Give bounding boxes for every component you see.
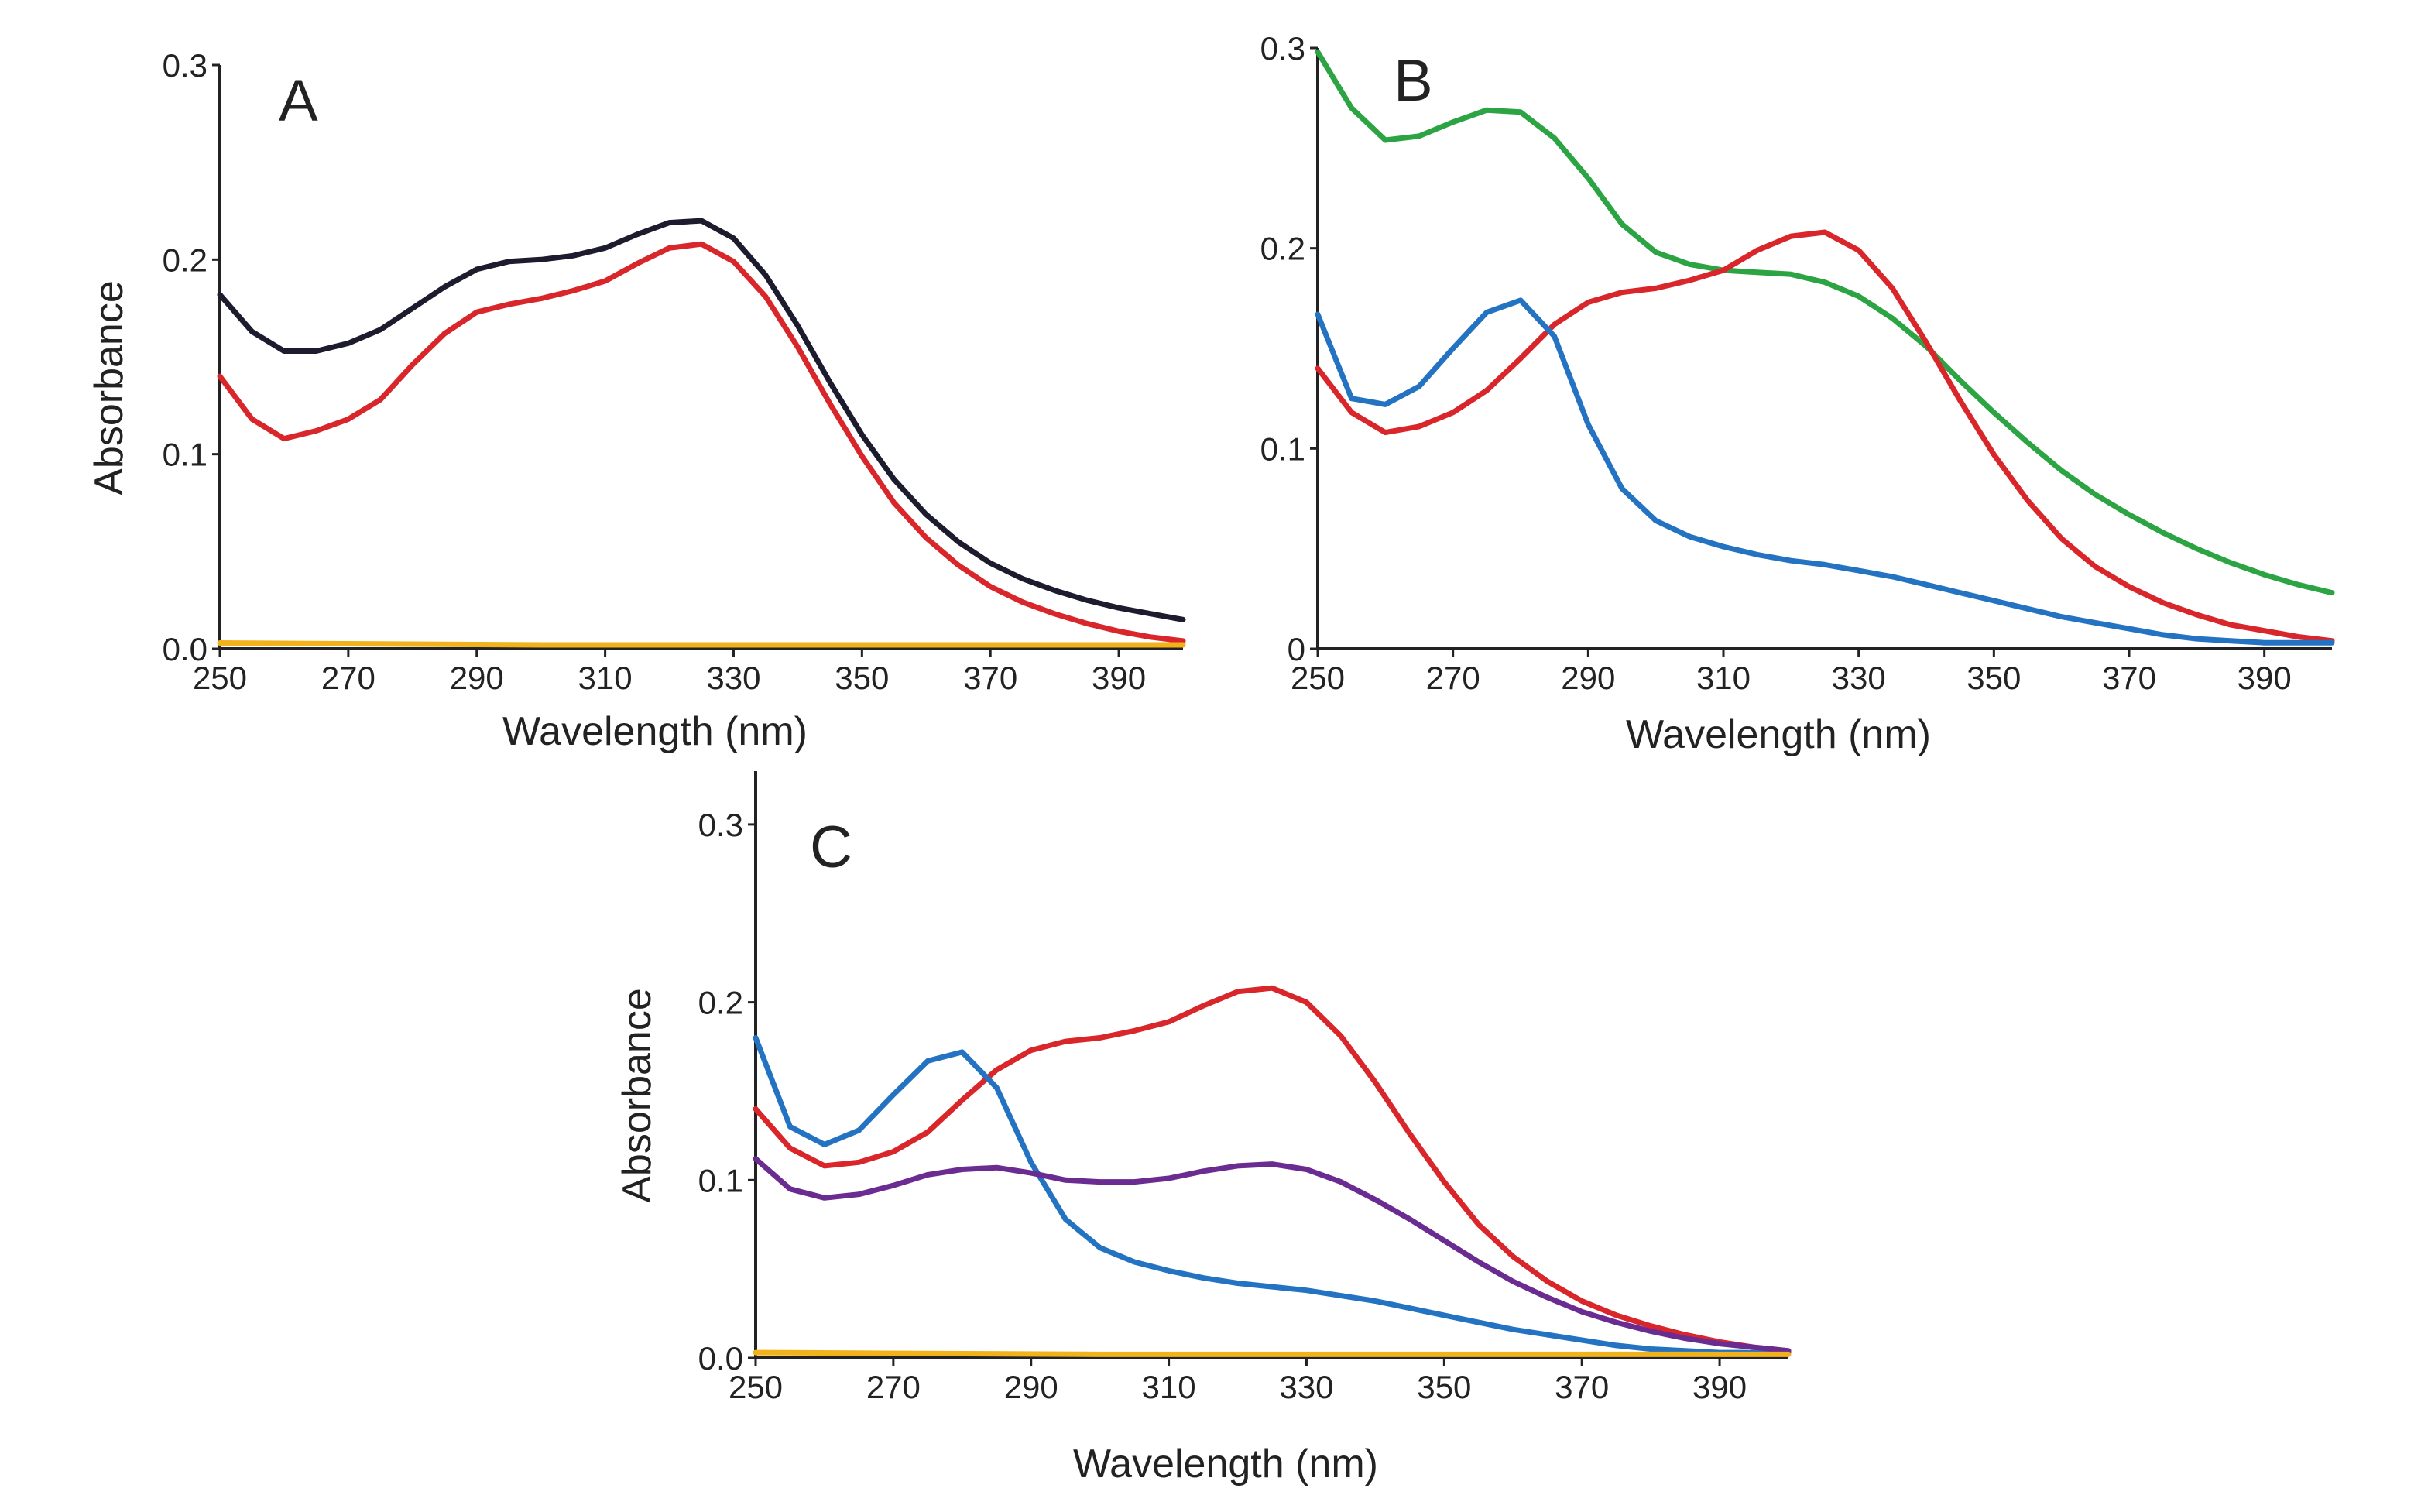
y-tick-label: 0.0 (163, 631, 207, 667)
x-tick-label: 390 (2238, 660, 2292, 696)
series-line-blue (1315, 297, 2335, 646)
panel-label: A (279, 68, 318, 134)
x-axis-title: Wavelength (nm) (502, 709, 808, 754)
y-tick-label: 0.0 (698, 1340, 743, 1377)
y-axis-title: Absorbance (615, 988, 660, 1203)
series-line-yellow (217, 640, 1186, 648)
chart-panel-a: 250 270 290 310 330 350 370 390 0.0 0.1 0.2 0.3 Wave… (87, 47, 1186, 754)
panel-label: C (810, 814, 852, 880)
y-tick-label: 0 (1288, 631, 1305, 667)
y-tick-label: 0.1 (163, 437, 207, 473)
x-tick-label: 330 (1832, 660, 1886, 696)
y-tick-label: 0.3 (163, 47, 207, 84)
x-tick-label: 290 (1561, 660, 1615, 696)
x-tick-label: 270 (321, 660, 375, 696)
x-tick-label: 350 (1417, 1369, 1471, 1405)
x-tick-label: 310 (1142, 1369, 1196, 1405)
y-tick-label: 0.2 (1260, 231, 1305, 267)
series-line-blue (753, 1035, 1792, 1356)
x-tick-label: 250 (729, 1369, 783, 1405)
series-line-purple (753, 1156, 1792, 1354)
x-tick-label: 250 (193, 660, 247, 696)
series-line-green (1315, 49, 2335, 596)
y-tick-label: 0.2 (698, 985, 743, 1021)
x-tick-label: 350 (835, 660, 889, 696)
series-line-black (217, 218, 1186, 622)
x-tick-label: 290 (450, 660, 504, 696)
y-tick-label: 0.2 (163, 242, 207, 278)
x-tick-label: 330 (1279, 1369, 1333, 1405)
y-tick-label: 0.1 (698, 1162, 743, 1198)
x-tick-label: 310 (578, 660, 633, 696)
x-tick-label: 310 (1696, 660, 1751, 696)
y-tick-label: 0.3 (698, 807, 743, 843)
x-tick-label: 390 (1092, 660, 1146, 696)
series-line-red (753, 985, 1792, 1354)
y-axis-title: Absorbance (87, 280, 132, 495)
chart-panel-b: 250 270 290 310 330 350 370 390 0 0.1 0.2 0.3 Wavele… (1260, 30, 2335, 757)
x-tick-label: 330 (706, 660, 760, 696)
y-tick-label: 0.3 (1260, 30, 1305, 67)
x-tick-label: 250 (1291, 660, 1345, 696)
x-tick-label: 350 (1967, 660, 2021, 696)
x-tick-label: 370 (1555, 1369, 1609, 1405)
y-tick-label: 0.1 (1260, 430, 1305, 467)
x-tick-label: 370 (2102, 660, 2156, 696)
panel-label: B (1394, 48, 1433, 114)
x-tick-label: 370 (963, 660, 1017, 696)
x-tick-label: 390 (1692, 1369, 1747, 1405)
series-line-red (1315, 229, 2335, 644)
x-tick-label: 290 (1004, 1369, 1058, 1405)
x-tick-label: 270 (866, 1369, 921, 1405)
series-line-red (217, 241, 1186, 644)
x-tick-label: 270 (1426, 660, 1480, 696)
chart-panel-c: 250 270 290 310 330 350 370 390 0.0 0.1 0.2 0.3 Wave… (615, 771, 1792, 1486)
x-axis-title: Wavelength (nm) (1626, 712, 1931, 757)
series-line-yellow (753, 1349, 1792, 1357)
x-axis-title: Wavelength (nm) (1073, 1442, 1378, 1486)
